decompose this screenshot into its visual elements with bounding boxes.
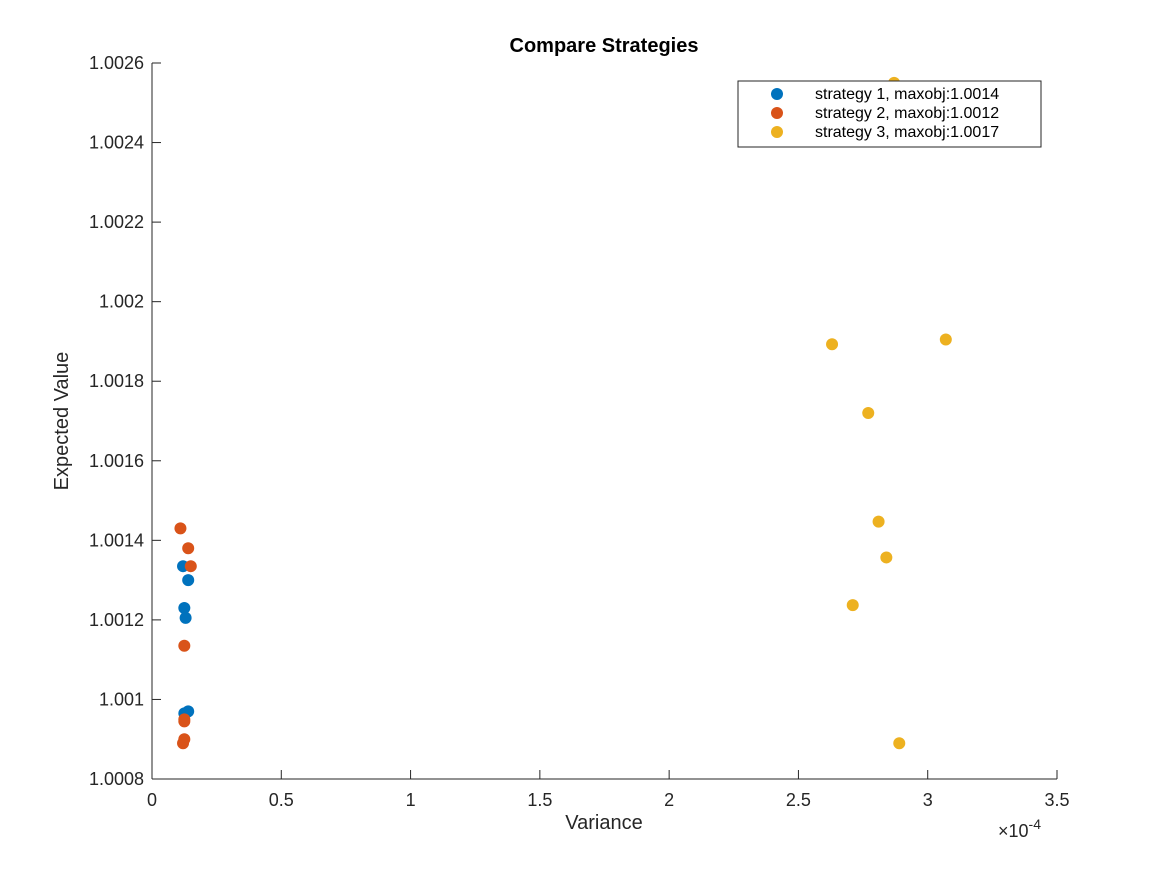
- x-tick-label: 0.5: [269, 790, 294, 810]
- x-tick-label: 3.5: [1044, 790, 1069, 810]
- x-axis-multiplier-base: ×10: [998, 821, 1029, 841]
- y-tick-label: 1.002: [99, 292, 144, 312]
- legend-marker: [771, 88, 783, 100]
- y-tick-label: 1.0012: [89, 610, 144, 630]
- x-axis-label: Variance: [565, 812, 642, 834]
- data-point: [182, 574, 195, 587]
- y-tick-label: 1.0014: [89, 530, 144, 550]
- data-point: [177, 737, 190, 750]
- data-point: [174, 522, 187, 535]
- y-tick-label: 1.0026: [89, 53, 144, 73]
- legend-item: strategy 1, maxobj:1.0014: [771, 86, 999, 103]
- legend-item: strategy 2, maxobj:1.0012: [771, 105, 999, 122]
- data-point: [846, 599, 859, 612]
- y-tick-label: 1.0008: [89, 769, 144, 789]
- x-tick-label: 0: [147, 790, 157, 810]
- data-point: [939, 333, 952, 346]
- data-point: [184, 560, 197, 573]
- legend-label: strategy 2, maxobj:1.0012: [815, 105, 999, 122]
- legend-marker: [771, 107, 783, 119]
- data-point: [862, 407, 875, 420]
- y-tick-label: 1.0016: [89, 451, 144, 471]
- legend: strategy 1, maxobj:1.0014 strategy 2, max…: [737, 80, 1042, 148]
- x-tick-label: 1: [406, 790, 416, 810]
- legend-label: strategy 3, maxobj:1.0017: [815, 124, 999, 141]
- legend-label: strategy 1, maxobj:1.0014: [815, 86, 999, 103]
- plot-area: [151, 63, 1057, 780]
- x-axis-multiplier-exponent: -4: [1029, 816, 1042, 832]
- data-point: [826, 338, 839, 351]
- data-point: [178, 601, 191, 614]
- y-tick-label: 1.0018: [89, 371, 144, 391]
- y-tick-label: 1.0024: [89, 133, 144, 153]
- legend-marker: [771, 126, 783, 138]
- data-point: [893, 737, 906, 750]
- data-point: [872, 515, 885, 528]
- data-point: [178, 639, 191, 652]
- x-tick-label: 2: [664, 790, 674, 810]
- data-point: [880, 551, 893, 564]
- x-tick-label: 2.5: [786, 790, 811, 810]
- y-axis-label: Expected Value: [51, 352, 73, 491]
- data-point: [178, 715, 191, 728]
- data-point: [179, 611, 192, 624]
- y-tick-label: 1.001: [99, 689, 144, 709]
- y-tick-label: 1.0022: [89, 212, 144, 232]
- legend-item: strategy 3, maxobj:1.0017: [771, 124, 999, 141]
- x-axis: 0 0.5 1 1.5 2 2.5 3 3.5: [147, 770, 1070, 810]
- data-point: [182, 542, 195, 555]
- chart-title: Compare Strategies: [510, 35, 699, 57]
- x-tick-label: 3: [923, 790, 933, 810]
- series-2: [174, 522, 197, 750]
- x-axis-multiplier: ×10-4: [998, 816, 1041, 841]
- y-axis: 1.0008 1.001 1.0012 1.0014 1.0016 1.0018 1.002…: [89, 53, 161, 789]
- legend-box: [737, 80, 1042, 148]
- x-tick-label: 1.5: [527, 790, 552, 810]
